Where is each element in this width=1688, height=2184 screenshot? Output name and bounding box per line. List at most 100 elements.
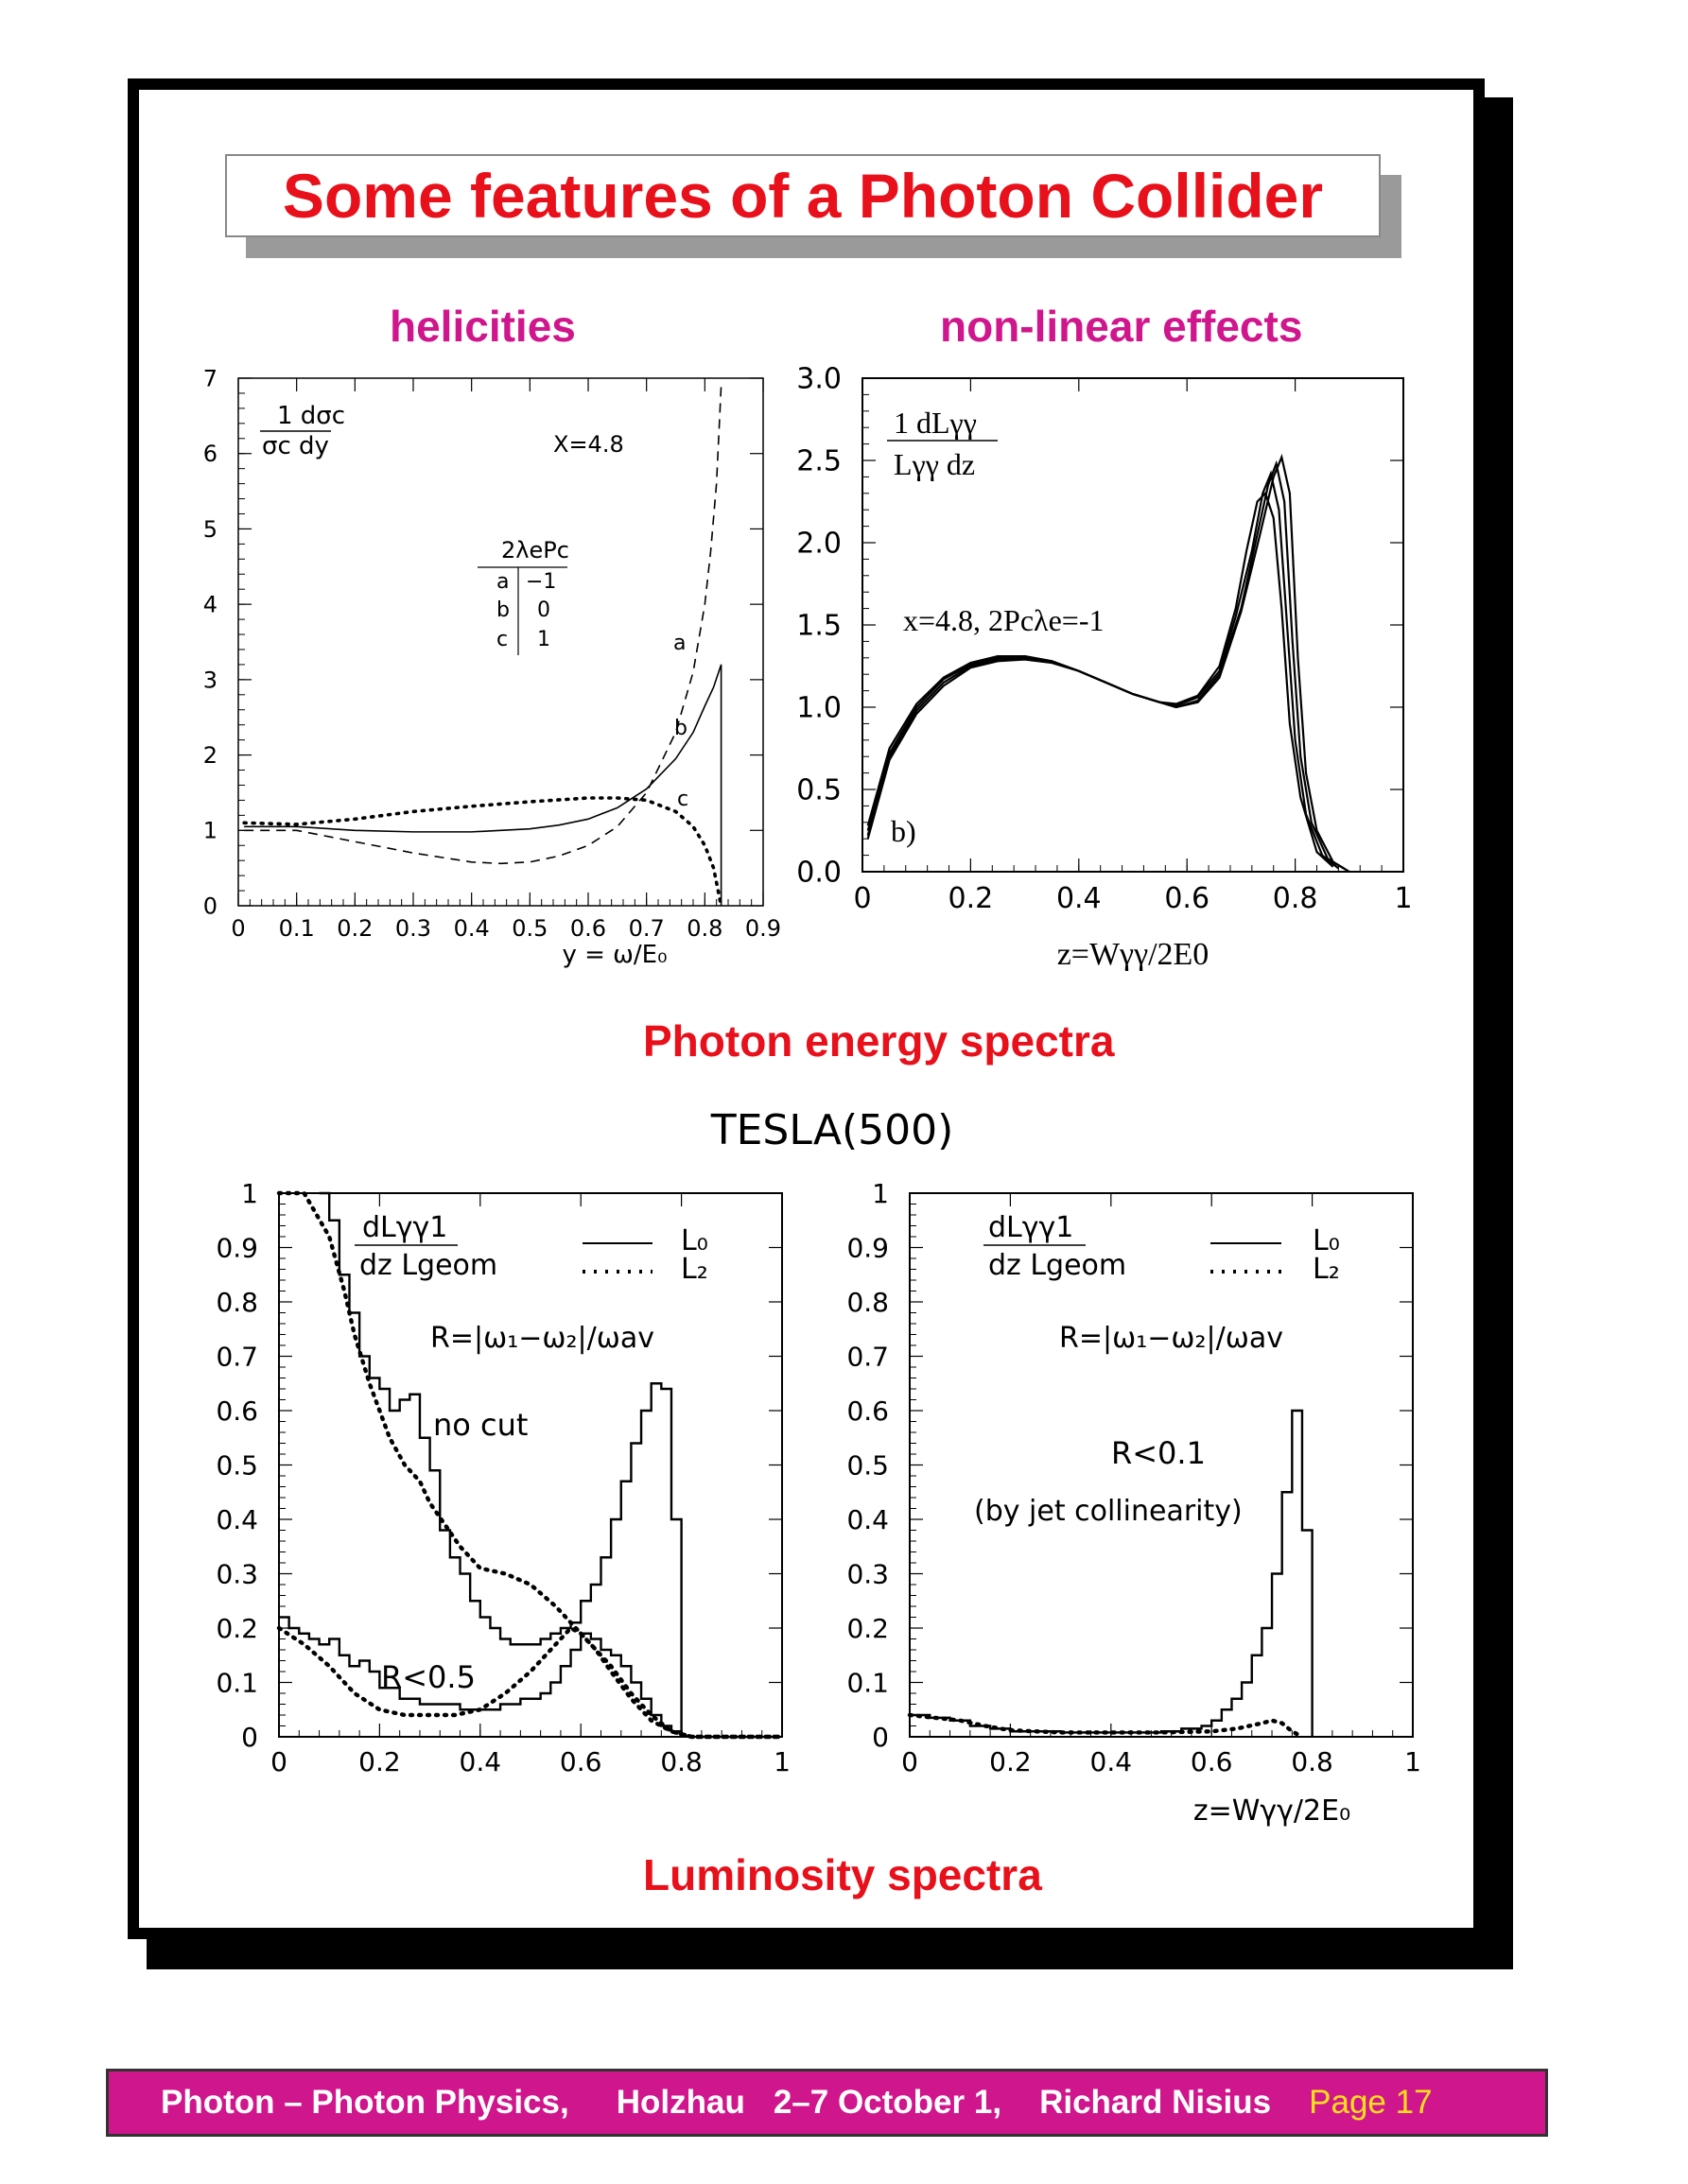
- helicities-x-param: X=4.8: [553, 431, 624, 458]
- series-line-0: [866, 491, 1334, 868]
- x-tick-label: 0.5: [512, 915, 548, 942]
- x-tick-label: 0.3: [395, 915, 431, 942]
- y-tick-label: 3: [203, 667, 218, 693]
- y-tick-label: 0.8: [216, 1287, 258, 1318]
- photon-spectra-label: Photon energy spectra: [643, 1016, 1115, 1066]
- nonlinear-ylabel-top: 1 dLγγ: [894, 406, 977, 440]
- y-tick-label: 0.7: [846, 1341, 889, 1372]
- helicities-row-a-key: a: [496, 570, 509, 594]
- lumi-nocut-ylabel-top: dLγγ1: [362, 1211, 447, 1244]
- series-line-1: [244, 664, 722, 906]
- y-tick-label: 0.5: [846, 1449, 889, 1481]
- x-tick-label: 1: [774, 1746, 791, 1777]
- lumi-rcut-xlabel: z=Wγγ/2E₀: [1193, 1794, 1350, 1828]
- x-tick-label: 0.8: [1273, 882, 1318, 915]
- y-tick-label: 7: [203, 365, 218, 391]
- x-tick-label: 0.6: [570, 915, 606, 942]
- x-tick-label: 0.4: [454, 915, 490, 942]
- nonlinear-panel-label: b): [891, 814, 916, 848]
- x-tick-label: 1: [1394, 882, 1412, 915]
- x-tick-label: 0.4: [1056, 882, 1102, 915]
- helicities-ylabel-bottom: σc dy: [262, 432, 329, 460]
- nonlinear-xlabel: z=Wγγ/2E0: [1057, 937, 1209, 972]
- x-tick-label: 0.1: [279, 915, 315, 942]
- footer-bar: Photon – Photon Physics, Holzhau 2–7 Oct…: [106, 2069, 1548, 2137]
- nonlinear-ylabel-bottom: Lγγ dz: [894, 447, 975, 481]
- y-tick-label: 1.5: [796, 610, 842, 643]
- x-tick-label: 0.8: [660, 1746, 703, 1777]
- y-tick-label: 0.2: [216, 1613, 258, 1644]
- footer-title: Photon – Photon Physics,: [161, 2084, 569, 2121]
- lumi-nocut-rcut-label: R<0.5: [381, 1659, 476, 1695]
- y-tick-label: 4: [203, 592, 218, 618]
- footer-location: Holzhau: [616, 2084, 745, 2121]
- x-tick-label: 0: [270, 1746, 287, 1777]
- y-tick-label: 0.5: [216, 1449, 258, 1481]
- helicities-row-a-val: −1: [526, 570, 556, 594]
- y-tick-label: 3.0: [796, 363, 842, 396]
- y-tick-label: 2.5: [796, 445, 842, 478]
- series-line-3: [276, 1625, 785, 1740]
- lumi-nocut-nocut-label: no cut: [433, 1407, 528, 1443]
- y-tick-label: 0: [203, 893, 218, 919]
- x-tick-label: 0.4: [460, 1746, 502, 1777]
- x-tick-label: 0.9: [745, 915, 781, 942]
- lumi-nocut-ylabel-bottom: dz Lgeom: [359, 1249, 497, 1282]
- y-tick-label: 0.4: [216, 1504, 258, 1535]
- x-tick-label: 0: [231, 915, 245, 942]
- x-tick-label: 0.6: [1191, 1746, 1233, 1777]
- helicities-row-b-key: b: [496, 598, 510, 622]
- nonlinear-chart: 1 dLγγ Lγγ dz x=4.8, 2Pcλe=-1 b) z=Wγγ/2…: [796, 363, 1412, 973]
- x-tick-label: 1: [1404, 1746, 1421, 1777]
- y-tick-label: 0.4: [846, 1504, 889, 1535]
- lumi-rcut-legend-l0: L₀: [1313, 1224, 1340, 1257]
- lumi-rcut-rcut-label: R<0.1: [1111, 1435, 1206, 1471]
- footer-date: 2–7 October 1,: [773, 2084, 1002, 2121]
- lumi-rcut-rdef: R=|ω₁−ω₂|/ωav: [1059, 1322, 1283, 1355]
- helicities-table-header: 2λePc: [501, 537, 569, 563]
- y-tick-label: 0.9: [216, 1232, 258, 1263]
- helicities-xlabel: y = ω/E₀: [562, 941, 667, 969]
- series-line-3: [866, 453, 1350, 873]
- helicities-frame: [237, 377, 764, 907]
- series-line-0: [244, 385, 722, 865]
- y-tick-label: 6: [203, 441, 218, 467]
- y-tick-label: 5: [203, 516, 218, 543]
- x-tick-label: 0.6: [560, 1746, 602, 1777]
- y-tick-label: 1: [872, 1178, 889, 1209]
- series-line-2: [276, 1190, 785, 1740]
- y-tick-label: 0.6: [216, 1395, 258, 1427]
- series-line-1: [866, 470, 1340, 870]
- x-tick-label: 0.4: [1090, 1746, 1133, 1777]
- nonlinear-params: x=4.8, 2Pcλe=-1: [903, 603, 1104, 637]
- y-tick-label: 0.1: [846, 1667, 889, 1698]
- lumi-rcut-legend-l2: L₂: [1313, 1253, 1340, 1286]
- lumi-nocut-legend-l2: L₂: [681, 1253, 708, 1286]
- luminosity-spectra-label: Luminosity spectra: [643, 1850, 1042, 1899]
- lumi-nocut-rdef: R=|ω₁−ω₂|/ωav: [430, 1322, 654, 1355]
- helicities-row-c-key: c: [496, 628, 508, 651]
- x-tick-label: 0.6: [1164, 882, 1209, 915]
- series-line-2: [866, 459, 1345, 870]
- x-tick-label: 0.2: [337, 915, 373, 942]
- nonlinear-label: non-linear effects: [940, 302, 1303, 351]
- x-tick-label: 0.8: [1291, 1746, 1333, 1777]
- y-tick-label: 0.9: [846, 1232, 889, 1263]
- helicities-curve-a-label: a: [673, 632, 686, 655]
- y-tick-label: 1: [203, 818, 218, 844]
- series-line-1: [279, 1616, 683, 1737]
- y-tick-label: 1.0: [796, 692, 842, 725]
- y-tick-label: 1: [241, 1178, 258, 1209]
- x-tick-label: 0.2: [948, 882, 994, 915]
- lumi-rcut-ylabel-bottom: dz Lgeom: [988, 1249, 1126, 1282]
- y-tick-label: 0.0: [796, 857, 842, 890]
- slide: [128, 78, 1485, 1939]
- y-tick-label: 0.3: [216, 1558, 258, 1589]
- y-tick-label: 0.5: [796, 774, 842, 807]
- x-tick-label: 0.7: [629, 915, 665, 942]
- y-tick-label: 0.7: [216, 1341, 258, 1372]
- x-tick-label: 0: [901, 1746, 918, 1777]
- helicities-ylabel-top: 1 dσc: [277, 402, 345, 430]
- footer-page: Page 17: [1309, 2084, 1433, 2121]
- y-tick-label: 2.0: [796, 528, 842, 561]
